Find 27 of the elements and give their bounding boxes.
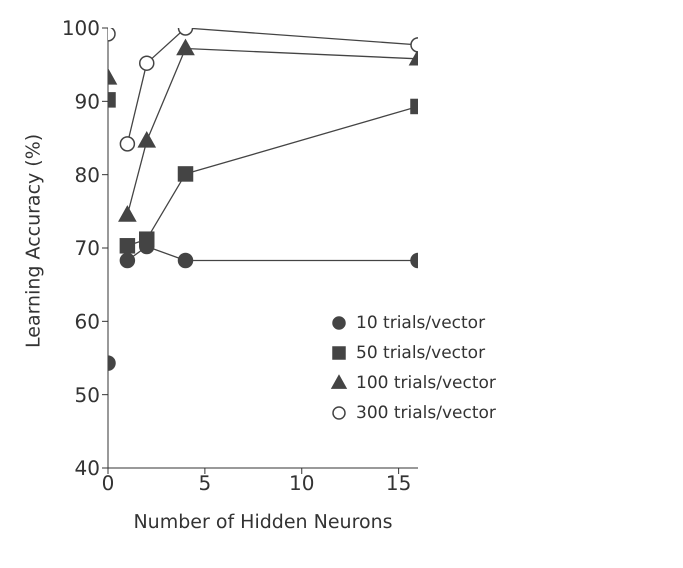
- y-tick-label: 50: [74, 382, 100, 407]
- point: [178, 166, 194, 182]
- y-tick-label: 70: [74, 236, 100, 260]
- x-tick-label: 5: [198, 471, 212, 496]
- legend-label: 300 trials/vector: [356, 403, 496, 423]
- legend-label: 10 trials/vector: [356, 313, 486, 333]
- y-tick-label: 100: [62, 16, 100, 40]
- x-tick-label: 15: [386, 471, 412, 496]
- x-tick-label: 0: [102, 471, 114, 496]
- point: [120, 136, 136, 152]
- point: [139, 231, 154, 247]
- y-tick-label: 40: [74, 456, 100, 480]
- x-tick-label: 10: [289, 471, 314, 496]
- y-tick-label: 60: [74, 309, 100, 334]
- point: [120, 238, 136, 254]
- point: [118, 206, 136, 222]
- point: [176, 39, 194, 56]
- y-tick-label: 90: [74, 89, 100, 114]
- point: [120, 252, 136, 268]
- point: [178, 252, 194, 268]
- x-axis-title: Number of Hidden Neurons: [133, 511, 393, 533]
- point: [139, 55, 154, 71]
- legend-label: 50 trials/vector: [356, 343, 486, 363]
- y-tick-label: 80: [74, 162, 100, 187]
- point: [138, 132, 156, 148]
- legend-label: 100 trials/vector: [356, 373, 496, 393]
- y-axis-title: Learning Accuracy (%): [22, 134, 45, 348]
